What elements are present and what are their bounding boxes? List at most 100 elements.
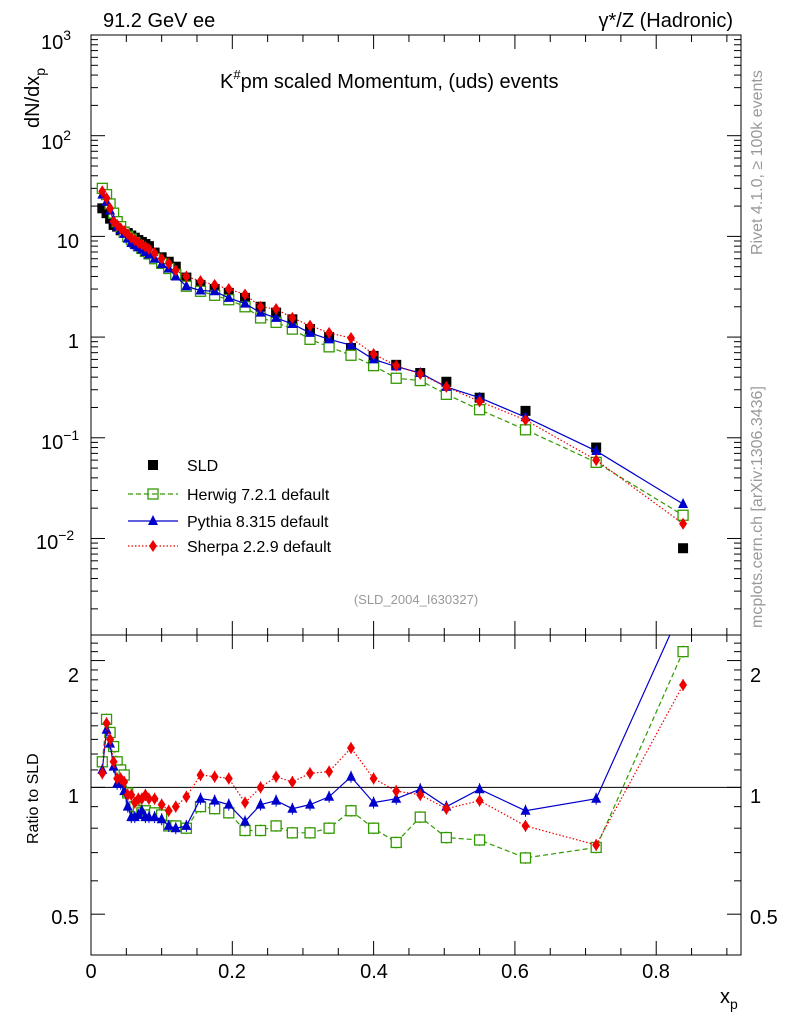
ratio-point-pythia	[520, 804, 531, 815]
ratio-point-sherpa	[288, 775, 297, 788]
ratio-point-sherpa	[150, 792, 159, 805]
ratio-point-herwig	[440, 831, 453, 844]
main-axes-ticks	[90, 34, 741, 635]
main-point-herwig	[323, 341, 335, 353]
xtick-label-0: 0	[85, 961, 96, 983]
ratio-point-pythia	[255, 798, 266, 809]
ratio-point-herwig	[286, 827, 299, 839]
ratio-axes-ticks	[90, 634, 741, 956]
main-point-sld	[678, 543, 689, 554]
ratio-point-pythia	[474, 783, 485, 794]
legend-pythia-label: Pythia 8.315 default	[187, 514, 329, 531]
plot-title: K#pm scaled Momentum, (uds) events	[220, 67, 558, 93]
main-point-sherpa	[325, 326, 334, 339]
ratio-point-herwig	[414, 811, 426, 823]
ratio-point-pythia	[287, 802, 298, 813]
ratio-point-sherpa	[98, 767, 107, 780]
ratio-point-sherpa	[196, 768, 205, 781]
main-point-sherpa	[288, 311, 297, 324]
main-point-sherpa	[224, 283, 233, 296]
ratio-ytick-label-1-right: 1	[750, 786, 761, 808]
main-point-pythia	[181, 280, 192, 291]
ratio-point-sherpa	[120, 775, 129, 788]
main-point-herwig	[345, 349, 357, 361]
ratio-point-sherpa	[224, 772, 233, 785]
xtick-label-0.8: 0.8	[642, 961, 670, 983]
main-point-sherpa	[521, 414, 530, 427]
ratio-point-pythia	[305, 798, 316, 809]
legend-sherpa-label: Sherpa 2.2.9 default	[187, 539, 332, 556]
x-axis-label: xp	[720, 986, 738, 1012]
main-point-sherpa	[196, 275, 205, 288]
ytick-label-1e-1: 10−1	[41, 427, 79, 454]
main-point-pythia	[195, 284, 206, 295]
main-point-sherpa	[102, 192, 111, 205]
ratio-point-sherpa	[210, 770, 219, 783]
main-point-sherpa	[306, 319, 315, 332]
legend-sld-label: SLD	[187, 458, 218, 475]
ratio-y-axis-label: Ratio to SLD	[25, 753, 42, 844]
ratio-point-sherpa	[325, 765, 334, 778]
main-point-sherpa	[592, 454, 601, 467]
ratio-point-sherpa	[272, 770, 281, 783]
mcplots-label: mcplots.cern.ch [arXiv:1306.3436]	[749, 386, 766, 628]
ratio-point-herwig	[304, 827, 316, 839]
xtick-label-0.2: 0.2	[218, 961, 246, 983]
ratio-y-tick-labels: 2 1 0.5 2 1 0.5	[51, 665, 778, 929]
ratio-point-sherpa	[347, 742, 355, 755]
main-point-sherpa	[256, 300, 265, 313]
ratio-point-pythia	[149, 811, 160, 822]
ytick-label-10: 10	[57, 231, 79, 253]
ratio-plot-series	[96, 600, 689, 864]
ratio-point-herwig	[345, 805, 357, 817]
main-point-sherpa	[123, 228, 132, 241]
main-point-pythia	[591, 444, 602, 455]
main-point-sherpa	[171, 264, 180, 277]
analysis-id-label: (SLD_2004_I630327)	[354, 592, 478, 607]
ratio-point-sherpa	[592, 838, 601, 851]
ratio-point-sherpa	[171, 800, 180, 813]
main-point-pythia	[271, 311, 282, 322]
ratio-point-pythia	[209, 794, 220, 805]
ratio-point-herwig	[473, 834, 486, 846]
ratio-point-sherpa	[442, 802, 451, 815]
ratio-point-pythia	[195, 792, 206, 803]
ratio-point-sherpa	[127, 788, 136, 801]
ratio-point-sherpa	[416, 788, 425, 801]
ratio-plot-frame	[90, 634, 742, 956]
legend-sherpa-marker	[149, 540, 157, 552]
ratio-point-sherpa	[679, 678, 688, 691]
main-point-sherpa	[157, 252, 166, 265]
ratio-point-pythia	[271, 794, 282, 805]
ratio-point-sherpa	[182, 790, 191, 803]
main-point-sherpa	[392, 359, 401, 372]
x-tick-labels: 0 0.2 0.4 0.6 0.8	[85, 961, 669, 983]
main-point-sherpa	[164, 257, 173, 270]
ratio-point-herwig	[677, 645, 689, 658]
main-point-pythia	[240, 297, 251, 308]
main-point-sherpa	[106, 202, 115, 215]
main-point-sherpa	[241, 288, 250, 301]
ytick-label-1e2: 102	[41, 127, 71, 154]
ratio-clipped-group	[96, 600, 689, 864]
ratio-point-herwig	[519, 852, 532, 864]
ratio-ytick-label-1: 1	[68, 786, 79, 808]
main-point-sherpa	[679, 517, 688, 530]
rivet-version-label: Rivet 4.1.0, ≥ 100k events	[749, 70, 766, 255]
ytick-label-1: 1	[68, 331, 79, 353]
main-point-sherpa	[475, 395, 484, 408]
ratio-ytick-label-2: 2	[68, 665, 79, 687]
ratio-point-pythia	[391, 792, 402, 803]
ratio-point-pythia	[678, 600, 688, 610]
main-point-sherpa	[369, 347, 378, 360]
ratio-point-sherpa	[106, 733, 115, 746]
ratio-point-pythia	[240, 815, 251, 826]
ratio-point-herwig	[367, 822, 380, 834]
ratio-ytick-label-0.5-right: 0.5	[750, 907, 778, 929]
ratio-point-sherpa	[157, 798, 166, 811]
ratio-point-herwig	[390, 836, 402, 849]
ratio-point-sherpa	[256, 781, 265, 794]
main-point-sherpa	[416, 367, 425, 380]
legend-herwig-marker	[147, 488, 159, 500]
